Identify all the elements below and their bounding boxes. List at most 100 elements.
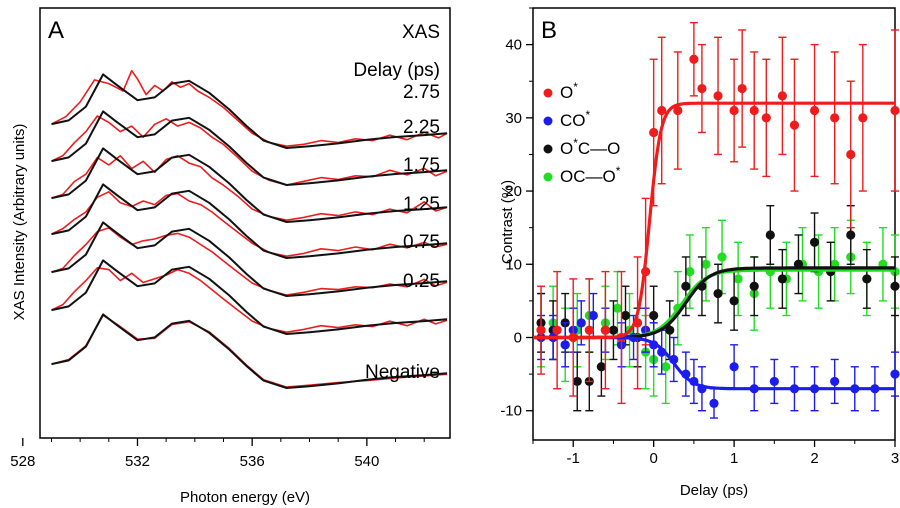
data-point: [862, 274, 872, 284]
trace-black-3: [51, 183, 448, 259]
b-xtick-label-0: -1: [567, 450, 580, 467]
panel-a-x-title: Photon energy (eV): [180, 489, 310, 506]
data-point: [729, 362, 739, 372]
data-point: [777, 91, 787, 101]
legend-label-0: O*: [560, 80, 578, 102]
panel-a-y-title: XAS Intensity (Arbitrary units): [11, 124, 28, 321]
delay-label-2: 1.75: [403, 155, 440, 176]
fit-curve-0: [533, 101, 895, 340]
data-point: [697, 83, 707, 94]
data-point: [846, 230, 856, 240]
legend-marker-0: [543, 88, 553, 98]
legend-label-2: O*C—O: [560, 136, 620, 158]
legend-label-1: CO*: [560, 108, 591, 130]
data-point: [572, 376, 582, 387]
panel-b-frame: [532, 7, 896, 441]
data-point: [713, 91, 723, 101]
delay-label-1: 2.25: [403, 117, 440, 138]
data-point: [761, 113, 771, 123]
data-point: [729, 296, 739, 306]
trace-black-1: [51, 110, 448, 186]
data-point: [717, 252, 727, 262]
legend-label-3: OC—O*: [560, 164, 621, 186]
data-point: [620, 310, 631, 321]
b-xtick-label-4: 3: [891, 450, 899, 467]
panel-a-title: XAS: [402, 22, 440, 43]
panel-a-legend-title: Delay (ps): [353, 60, 440, 81]
series-2: [536, 204, 900, 412]
data-point: [649, 310, 659, 321]
trace-black-2: [51, 147, 448, 223]
data-point: [661, 362, 671, 372]
data-point: [665, 325, 675, 335]
data-point: [789, 120, 800, 130]
delay-label-3: 1.25: [403, 194, 440, 215]
b-ytick-label-3: 20: [505, 183, 522, 200]
delay-label-5: 0.25: [403, 271, 440, 292]
data-point: [858, 113, 868, 123]
data-point: [809, 105, 820, 116]
a-xtick-label-3: 540: [354, 453, 379, 470]
delay-label-6: Negative: [365, 362, 440, 383]
legend-marker-1: [543, 116, 553, 126]
panel-a-frame: [39, 7, 451, 439]
b-xtick-label-2: 1: [730, 450, 738, 467]
panel-a-letter: A: [48, 17, 64, 44]
a-xtick-label-2: 536: [240, 453, 265, 470]
trace-black-5: [51, 259, 448, 335]
data-point: [673, 105, 683, 116]
data-point: [737, 83, 747, 94]
trace-black-6: [51, 313, 448, 389]
b-xtick-label-1: 0: [649, 450, 657, 467]
delay-label-4: 0.75: [403, 232, 440, 253]
delay-label-0: 2.75: [403, 82, 440, 103]
data-point: [830, 113, 840, 123]
data-point: [596, 362, 606, 372]
data-point: [657, 105, 667, 116]
data-point: [830, 376, 840, 387]
data-point: [777, 274, 787, 284]
data-point: [681, 281, 691, 291]
panel-b-y-title: Contrast (%): [499, 180, 516, 264]
data-point: [689, 54, 699, 64]
data-point: [576, 318, 586, 328]
panel-b-legend: O* CO* O*C—O OC—O*: [543, 80, 621, 186]
data-point: [600, 325, 611, 335]
data-point: [846, 149, 856, 160]
legend-marker-2: [543, 144, 553, 154]
b-ytick-label-4: 30: [505, 110, 522, 127]
data-point: [608, 325, 619, 335]
data-point: [890, 105, 900, 116]
data-point: [701, 259, 711, 269]
a-xtick-label-0: 528: [10, 453, 35, 470]
data-point: [649, 127, 659, 138]
data-point: [749, 105, 759, 116]
data-point: [612, 303, 623, 313]
b-xtick-label-3: 2: [810, 450, 818, 467]
data-point: [552, 325, 562, 335]
data-point: [685, 266, 695, 277]
panel-b-series: [533, 21, 900, 419]
data-point: [588, 310, 598, 321]
trace-black-4: [51, 221, 448, 297]
trace-red-0: [51, 69, 448, 147]
data-point: [584, 325, 594, 335]
data-point: [765, 230, 775, 240]
data-point: [709, 398, 719, 408]
data-point: [749, 281, 759, 291]
panel-b-letter: B: [541, 17, 557, 44]
data-point: [890, 369, 900, 379]
data-point: [809, 237, 820, 247]
data-point: [733, 274, 743, 284]
b-ytick-label-1: 0: [514, 329, 522, 346]
b-ytick-label-0: -10: [500, 403, 522, 420]
panel-a-x-axis: 528 532 536 540: [10, 438, 425, 470]
data-point: [560, 340, 570, 350]
a-xtick-label-1: 532: [125, 453, 150, 470]
b-ytick-label-2: 10: [505, 256, 522, 273]
data-point: [729, 105, 739, 116]
panel-a-traces: 2.75 2.25 1.75 1.25 0.75 0.25 Negative: [51, 69, 448, 389]
data-point: [713, 288, 723, 299]
